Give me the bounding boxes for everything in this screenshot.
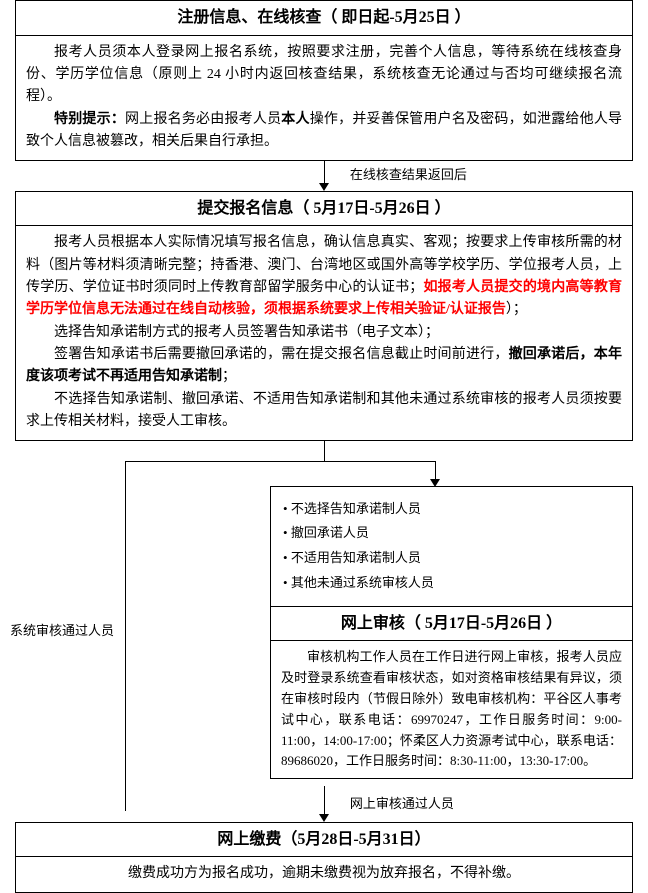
bullet-3: • 其他未通过系统审核人员 [283,573,620,594]
bullet-2-text: 不适用告知承诺制人员 [291,550,421,565]
branch-area: 系统审核通过人员 • 不选择告知承诺制人员 • 撤回承诺人员 • 不适用告知承诺… [15,441,633,786]
arrow-1-label: 在线核查结果返回后 [350,165,467,186]
arrow-3-line [324,786,325,816]
step1-bold: 本人 [281,112,309,127]
bullet-1-text: 撤回承诺人员 [291,525,369,540]
step2-box: 提交报名信息（ 5月17日-5月26日 ） 报考人员根据本人实际情况填写报名信息… [15,191,633,441]
bullet-1: • 撤回承诺人员 [283,523,620,544]
step2-p3b: ； [222,369,236,384]
branch-right-box: • 不选择告知承诺制人员 • 撤回承诺人员 • 不适用告知承诺制人员 • 其他未… [270,486,633,780]
conn-v-right-head [430,479,440,487]
step3-p: 审核机构工作人员在工作日进行网上审核，报考人员应及时登录系统查看审核状态，如对资… [281,647,622,772]
conn-v1 [324,441,325,461]
step3-title: 网上审核（ 5月17日-5月26日 ） [271,606,632,642]
arrow-3: 网上审核通过人员 [0,786,648,822]
branch-container: 系统审核通过人员 • 不选择告知承诺制人员 • 撤回承诺人员 • 不适用告知承诺… [15,441,633,786]
arrow-1-line [324,161,325,185]
step2-p2: 选择告知承诺制方式的报考人员签署告知承诺书（电子文本）； [26,322,622,344]
bullet-2: • 不适用告知承诺制人员 [283,548,620,569]
step4-title: 网上缴费（5月28日-5月31日） [16,823,632,858]
step1-p2: 特别提示：网上报名务必由报考人员本人操作，并妥善保管用户名及密码，如泄露给他人导… [26,109,622,154]
bullet-0: • 不选择告知承诺制人员 [283,499,620,520]
step1-title: 注册信息、在线核查（ 即日起-5月25日 ） [16,1,632,36]
step2-p3: 签署告知承诺书后需要撤回承诺的，需在提交报名信息截止时间前进行，撤回承诺后，本年… [26,344,622,389]
step1-box: 注册信息、在线核查（ 即日起-5月25日 ） 报考人员须本人登录网上报名系统，按… [15,0,633,161]
step4-p: 缴费成功方为报名成功，逾期未缴费视为放弃报名，不得补缴。 [128,866,520,881]
step2-body: 报考人员根据本人实际情况填写报名信息，确认信息真实、客观；按要求上传审核所需的材… [16,226,632,440]
step2-p4: 不选择告知承诺制、撤回承诺、不适用告知承诺制和其他未通过系统审核的报考人员须按要… [26,389,622,434]
bullet-3-text: 其他未通过系统审核人员 [291,575,434,590]
arrow-1-head [319,183,329,191]
conn-h [125,461,435,462]
step1-prefix: 特别提示： [54,112,125,127]
branch-left-label: 系统审核通过人员 [10,621,140,642]
arrow-1: 在线核查结果返回后 [0,161,648,191]
step1-body: 报考人员须本人登录网上报名系统，按照要求注册，完善个人信息，等待系统在线核查身份… [16,36,632,160]
step2-title: 提交报名信息（ 5月17日-5月26日 ） [16,192,632,227]
step2-p1b: ）； [506,302,527,317]
step1-p1: 报考人员须本人登录网上报名系统，按照要求注册，完善个人信息，等待系统在线核查身份… [26,42,622,109]
step4-body: 缴费成功方为报名成功，逾期未缴费视为放弃报名，不得补缴。 [16,857,632,891]
bullet-0-text: 不选择告知承诺制人员 [291,501,421,516]
arrow-3-head [319,814,329,822]
step4-box: 网上缴费（5月28日-5月31日） 缴费成功方为报名成功，逾期未缴费视为放弃报名… [15,822,633,893]
conn-v-right [435,461,436,481]
step3-body: 审核机构工作人员在工作日进行网上审核，报考人员应及时登录系统查看审核状态，如对资… [271,641,632,778]
step1-l2a: 网上报名务必由报考人员 [125,112,281,127]
branch-bullets: • 不选择告知承诺制人员 • 撤回承诺人员 • 不适用告知承诺制人员 • 其他未… [271,487,632,606]
step2-p1: 报考人员根据本人实际情况填写报名信息，确认信息真实、客观；按要求上传审核所需的材… [26,232,622,322]
step2-p3a: 签署告知承诺书后需要撤回承诺的，需在提交报名信息截止时间前进行， [54,347,509,362]
